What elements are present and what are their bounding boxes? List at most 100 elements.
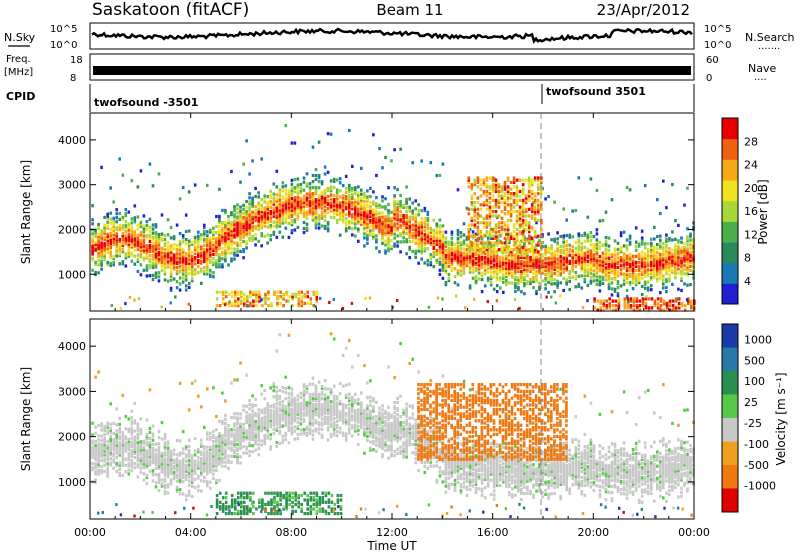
heatmap-cell: [515, 192, 519, 196]
heatmap-cell: [106, 232, 109, 236]
heatmap-cell: [676, 297, 680, 301]
heatmap-cell: [485, 198, 489, 202]
heatmap-cell: [568, 269, 571, 274]
heatmap-cell: [537, 207, 540, 211]
heatmap-cell: [190, 484, 194, 488]
heatmap-cell: [148, 459, 152, 463]
heatmap-cell: [145, 473, 149, 478]
heatmap-cell: [459, 241, 463, 245]
heatmap-cell: [344, 174, 348, 178]
heatmap-cell: [224, 456, 227, 460]
heatmap-cell: [139, 245, 143, 249]
heatmap-cell: [456, 283, 460, 287]
heatmap-cell: [332, 177, 336, 181]
heatmap-cell: [163, 465, 167, 469]
heatmap-cell: [103, 433, 106, 437]
heatmap-cell: [482, 180, 486, 184]
heatmap-cell: [568, 235, 571, 239]
heatmap-cell: [242, 207, 245, 211]
heatmap-cell: [128, 296, 132, 299]
heatmap-cell: [139, 444, 143, 448]
heatmap-cell: [538, 267, 541, 271]
heatmap-cell: [133, 435, 137, 439]
heatmap-cell: [112, 226, 115, 230]
heatmap-cell: [106, 240, 109, 244]
heatmap-cell: [503, 223, 507, 227]
heatmap-cell: [532, 259, 535, 263]
heatmap-cell: [142, 456, 146, 460]
heatmap-cell: [500, 216, 504, 220]
heatmap-cell: [187, 259, 191, 263]
heatmap-cell: [623, 301, 627, 305]
power-colorbar-label: Power [dB]: [756, 179, 770, 244]
heatmap-cell: [589, 235, 593, 239]
heatmap-cell: [212, 248, 215, 253]
heatmap-cell: [467, 227, 471, 232]
heatmap-cell: [473, 205, 477, 209]
heatmap-cell: [94, 472, 97, 476]
heatmap-cell: [193, 272, 197, 276]
heatmap-cell: [169, 461, 173, 466]
heatmap-cell: [332, 216, 336, 220]
heatmap-cell: [499, 286, 502, 290]
heatmap-cell: [656, 255, 659, 259]
heatmap-cell: [175, 261, 179, 266]
heatmap-cell: [447, 254, 451, 258]
heatmap-cell: [121, 457, 125, 461]
heatmap-cell: [136, 243, 140, 247]
heatmap-cell: [665, 206, 668, 210]
heatmap-cell: [124, 469, 128, 474]
heatmap-cell: [281, 197, 285, 201]
heatmap-cell: [332, 193, 336, 198]
heatmap-cell: [209, 260, 212, 264]
heatmap-cell: [326, 188, 330, 193]
heatmap-cell: [476, 207, 480, 211]
heatmap-cell: [680, 304, 684, 308]
heatmap-cell: [659, 240, 662, 244]
heatmap-cell: [221, 233, 224, 237]
heatmap-cell: [251, 200, 254, 204]
heatmap-cell: [479, 207, 483, 211]
heatmap-cell: [411, 223, 414, 227]
heatmap-cell: [221, 301, 225, 305]
heatmap-cell: [203, 247, 206, 252]
heatmap-cell: [270, 304, 273, 308]
heatmap-cell: [206, 268, 209, 272]
heatmap-cell: [300, 290, 303, 294]
heatmap-cell: [625, 288, 629, 292]
heatmap-cell: [148, 258, 152, 262]
heatmap-cell: [163, 252, 167, 256]
heatmap-cell: [239, 209, 242, 213]
heatmap-cell: [538, 257, 541, 261]
heatmap-cell: [166, 241, 170, 245]
heatmap-cell: [375, 206, 378, 210]
heatmap-cell: [209, 462, 212, 466]
heatmap-cell: [502, 266, 505, 270]
heatmap-cell: [659, 272, 662, 276]
heatmap-cell: [233, 241, 236, 245]
y-tick-label: 4000: [58, 134, 86, 147]
heatmap-cell: [163, 264, 167, 268]
heatmap-cell: [97, 370, 100, 374]
heatmap-cell: [423, 229, 427, 233]
heatmap-cell: [320, 190, 324, 194]
heatmap-cell: [142, 460, 146, 464]
heatmap-cell: [589, 257, 593, 261]
heatmap-cell: [530, 196, 534, 200]
heatmap-cell: [474, 256, 478, 261]
heatmap-cell: [97, 232, 100, 237]
heatmap-cell: [97, 452, 100, 456]
heatmap-cell: [212, 429, 215, 433]
heatmap-cell: [420, 227, 423, 231]
heatmap-cell: [381, 229, 384, 233]
heatmap-cell: [668, 304, 672, 308]
heatmap-cell: [499, 258, 502, 262]
heatmap-cell: [550, 282, 553, 286]
heatmap-cell: [273, 292, 276, 296]
heatmap-cell: [610, 253, 614, 257]
heatmap-cell: [530, 248, 534, 252]
heatmap-cell: [550, 270, 553, 274]
heatmap-cell: [505, 270, 508, 275]
heatmap-cell: [209, 454, 212, 458]
heatmap-cell: [200, 489, 203, 493]
